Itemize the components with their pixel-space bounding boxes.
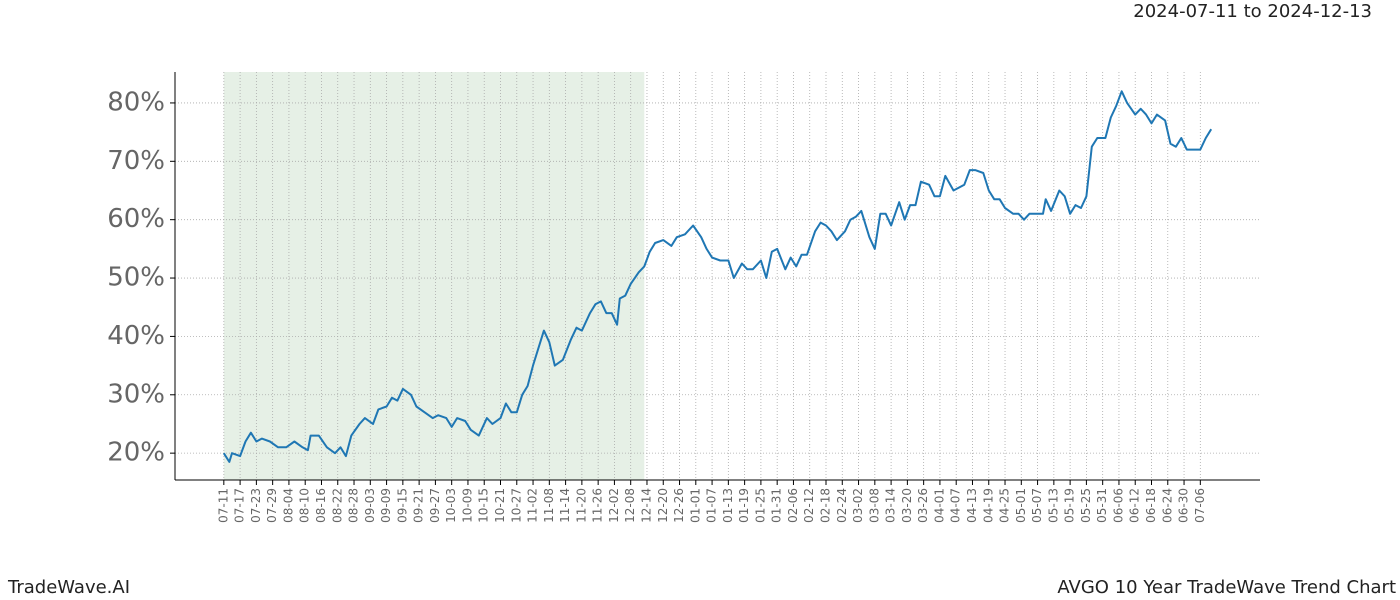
x-tick-label: 11-08 xyxy=(542,488,556,523)
x-tick-label: 02-06 xyxy=(786,488,800,523)
x-tick-label: 10-15 xyxy=(477,488,491,523)
x-tick-label: 10-03 xyxy=(444,488,458,523)
x-tick-label: 05-31 xyxy=(1095,488,1109,523)
y-tick-label: 30% xyxy=(107,379,165,409)
x-tick-label: 05-19 xyxy=(1063,488,1077,523)
x-tick-label: 09-09 xyxy=(379,488,393,523)
x-tick-label: 09-03 xyxy=(363,488,377,523)
x-tick-label: 01-19 xyxy=(737,488,751,523)
trend-line xyxy=(222,90,1213,463)
x-tick-label: 04-19 xyxy=(981,488,995,523)
x-tick-label: 01-01 xyxy=(688,488,702,523)
x-tick-label: 11-14 xyxy=(558,488,572,523)
x-tick-label: 10-21 xyxy=(493,488,507,523)
y-tick-label: 20% xyxy=(107,438,165,468)
x-tick-label: 12-26 xyxy=(672,488,686,523)
x-tick-label: 12-08 xyxy=(623,488,637,523)
x-tick-label: 11-26 xyxy=(591,488,605,523)
x-tick-label: 08-28 xyxy=(347,488,361,523)
x-tick-label: 02-12 xyxy=(802,488,816,523)
x-tick-label: 07-29 xyxy=(265,488,279,523)
x-tick-label: 12-20 xyxy=(656,488,670,523)
y-tick-label: 80% xyxy=(107,87,165,117)
x-tick-label: 04-25 xyxy=(998,488,1012,523)
y-tick-label: 50% xyxy=(107,263,165,293)
x-tick-label: 08-22 xyxy=(330,488,344,523)
x-tick-label: 04-01 xyxy=(932,488,946,523)
x-tick-label: 06-24 xyxy=(1160,488,1174,523)
x-tick-label: 01-25 xyxy=(753,488,767,523)
x-tick-label: 07-17 xyxy=(233,488,247,523)
x-tick-label: 02-18 xyxy=(819,488,833,523)
x-tick-label: 09-21 xyxy=(412,488,426,523)
x-tick-label: 03-26 xyxy=(916,488,930,523)
x-tick-label: 07-11 xyxy=(216,488,230,523)
x-tick-label: 09-27 xyxy=(428,488,442,523)
x-tick-label: 05-25 xyxy=(1079,488,1093,523)
brand: TradeWave.AI xyxy=(7,577,130,598)
x-tick-label: 11-20 xyxy=(574,488,588,523)
x-tick-label: 08-16 xyxy=(314,488,328,523)
x-tick-label: 05-13 xyxy=(1046,488,1060,523)
highlight-region xyxy=(223,72,645,480)
x-tick-label: 04-07 xyxy=(949,488,963,523)
x-tick-label: 02-24 xyxy=(835,488,849,523)
x-tick-label: 11-02 xyxy=(526,488,540,523)
x-tick-label: 06-12 xyxy=(1128,488,1142,523)
y-tick-label: 70% xyxy=(107,146,165,176)
x-tick-label: 03-02 xyxy=(851,488,865,523)
y-tick-label: 60% xyxy=(107,204,165,234)
x-tick-label: 05-01 xyxy=(1014,488,1028,523)
x-tick-label: 10-27 xyxy=(509,488,523,523)
x-tick-label: 10-09 xyxy=(460,488,474,523)
x-tick-label: 03-20 xyxy=(900,488,914,523)
date-range: 2024-07-11 to 2024-12-13 xyxy=(1133,1,1372,22)
chart-title: AVGO 10 Year TradeWave Trend Chart xyxy=(1057,577,1396,598)
x-tick-label: 07-23 xyxy=(249,488,263,523)
y-tick-label: 40% xyxy=(107,321,165,351)
x-tick-label: 12-14 xyxy=(639,488,653,523)
x-tick-label: 03-08 xyxy=(867,488,881,523)
x-tick-label: 04-13 xyxy=(965,488,979,523)
x-tick-label: 03-14 xyxy=(884,488,898,523)
x-tick-label: 08-04 xyxy=(281,488,295,523)
x-tick-label: 01-31 xyxy=(770,488,784,523)
x-tick-label: 08-10 xyxy=(298,488,312,523)
x-tick-label: 06-18 xyxy=(1144,488,1158,523)
x-tick-label: 09-15 xyxy=(395,488,409,523)
x-tick-label: 07-06 xyxy=(1193,488,1207,523)
x-tick-label: 01-13 xyxy=(721,488,735,523)
x-tick-label: 05-07 xyxy=(1030,488,1044,523)
x-tick-label: 01-07 xyxy=(705,488,719,523)
x-tick-label: 12-02 xyxy=(607,488,621,523)
x-tick-label: 06-06 xyxy=(1111,488,1125,523)
x-tick-label: 06-30 xyxy=(1177,488,1191,523)
